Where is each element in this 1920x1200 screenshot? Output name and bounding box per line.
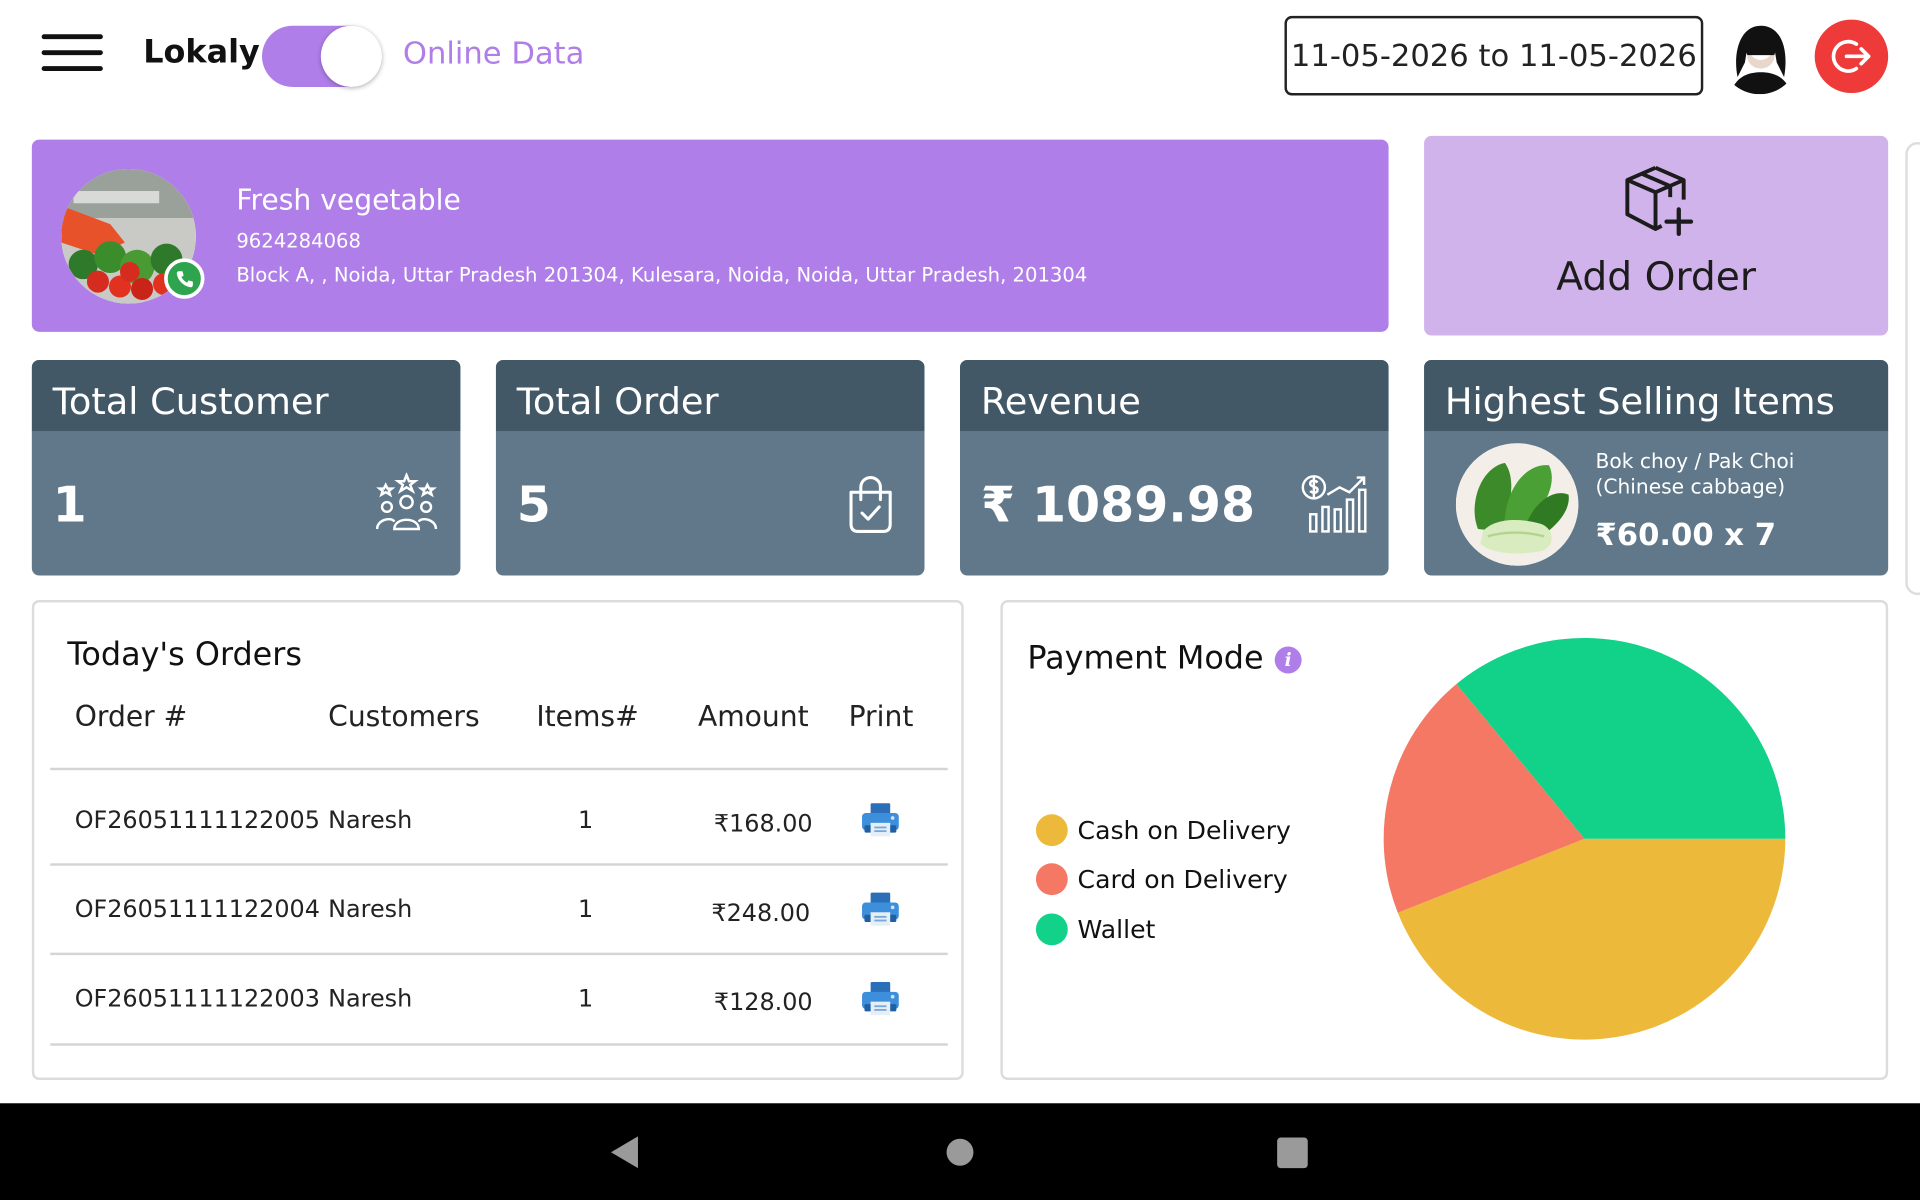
total-customer-title: Total Customer	[31, 360, 461, 432]
back-triangle-icon[interactable]	[609, 1134, 641, 1171]
total-customer-card: Total Customer 1	[31, 360, 461, 576]
order-number: OF26051111122004	[74, 895, 320, 924]
legend-item-wallet[interactable]: Wallet	[1035, 912, 1156, 946]
payment-mode-card: Payment Mode i Cash on Delivery Card on …	[1000, 600, 1889, 1081]
highest-selling-item-name: Bok choy / Pak Choi (Chinese cabbage)	[1595, 449, 1795, 499]
todays-orders-card: Today's Orders Order # Customers Items# …	[31, 600, 964, 1081]
user-avatar-icon	[1730, 25, 1792, 95]
row-divider	[50, 1043, 948, 1046]
items-count: 1	[577, 984, 594, 1013]
customers-group-icon	[375, 472, 438, 531]
pie-slice-card-on-delivery[interactable]	[1383, 684, 1585, 913]
row-divider	[50, 863, 948, 866]
column-order-number: Order #	[74, 701, 188, 734]
highest-selling-title: Highest Selling Items	[1424, 360, 1889, 432]
store-address: Block A, , Noida, Uttar Pradesh 201304, …	[236, 263, 1088, 287]
order-number: OF26051111122003	[74, 984, 320, 1013]
total-customer-value: 1	[52, 477, 87, 534]
customer-name: Naresh	[328, 805, 413, 834]
highest-selling-price: ₹60.00 x 7	[1595, 516, 1777, 553]
online-data-label: Online Data	[402, 35, 585, 72]
total-order-value: 5	[516, 477, 551, 534]
column-customers: Customers	[328, 701, 480, 734]
box-plus-icon	[1625, 165, 1694, 237]
bok-choy-image	[1455, 443, 1579, 566]
column-print: Print	[848, 701, 914, 734]
product-image	[1455, 443, 1579, 566]
logout-button[interactable]	[1814, 19, 1889, 94]
info-icon[interactable]: i	[1274, 646, 1302, 674]
order-number: OF26051111122005	[74, 805, 320, 834]
row-divider	[50, 952, 948, 956]
home-circle-icon[interactable]	[946, 1138, 974, 1166]
total-order-card: Total Order 5	[495, 360, 925, 576]
order-amount: ₹248.00	[711, 898, 811, 927]
items-count: 1	[577, 895, 594, 924]
recents-square-icon[interactable]	[1277, 1137, 1308, 1169]
shopping-bag-check-icon	[849, 476, 892, 533]
legend-dot	[1035, 814, 1068, 847]
total-order-title: Total Order	[495, 360, 925, 432]
date-range-picker[interactable]: 11-05-2026 to 11-05-2026	[1284, 15, 1704, 96]
order-amount: ₹168.00	[713, 809, 813, 838]
store-phone: 9624284068	[236, 228, 361, 253]
legend-dot	[1035, 913, 1068, 946]
highest-selling-card: Highest Selling Items Bok choy / Pak Cho…	[1424, 360, 1889, 576]
store-name: Fresh vegetable	[236, 184, 461, 217]
items-count: 1	[577, 805, 594, 834]
side-panel-edge	[1905, 142, 1920, 596]
printer-icon[interactable]	[860, 980, 902, 1019]
add-order-label: Add Order	[1556, 253, 1756, 301]
toggle-knob[interactable]	[320, 25, 383, 87]
payment-mode-title: Payment Mode	[1027, 640, 1264, 678]
revenue-value: ₹ 1089.98	[980, 477, 1256, 534]
store-info-card: Fresh vegetable 9624284068 Block A, , No…	[31, 139, 1389, 332]
customer-name: Naresh	[328, 984, 413, 1013]
order-amount: ₹128.00	[713, 988, 813, 1017]
phone-icon[interactable]	[164, 258, 205, 299]
header-divider	[50, 767, 948, 771]
legend-label: Card on Delivery	[1077, 864, 1288, 894]
phone-glyph	[176, 270, 193, 287]
pie-slice-wallet[interactable]	[1456, 637, 1786, 839]
system-navigation-bar	[0, 1103, 1920, 1200]
legend-label: Wallet	[1077, 914, 1156, 945]
brand-name: Lokaly	[143, 34, 260, 72]
printer-icon[interactable]	[860, 801, 902, 840]
pie-slice-cash-on-delivery[interactable]	[1397, 838, 1786, 1040]
store-image	[61, 168, 196, 304]
hamburger-menu-icon[interactable]	[41, 34, 103, 78]
add-order-button[interactable]: Add Order	[1424, 135, 1889, 336]
customer-name: Naresh	[328, 895, 413, 924]
avatar[interactable]	[1720, 15, 1799, 95]
column-items: Items#	[536, 701, 639, 734]
todays-orders-title: Today's Orders	[67, 636, 302, 674]
printer-icon[interactable]	[860, 890, 902, 929]
legend-item-cash[interactable]: Cash on Delivery	[1035, 813, 1291, 847]
vegetables-image	[61, 168, 196, 304]
legend-label: Cash on Delivery	[1077, 815, 1291, 845]
legend-dot	[1035, 863, 1068, 896]
revenue-card: Revenue ₹ 1089.98	[960, 360, 1389, 576]
logout-icon	[1831, 39, 1871, 73]
revenue-chart-icon	[1301, 475, 1367, 533]
revenue-title: Revenue	[960, 360, 1389, 432]
online-data-toggle[interactable]	[262, 25, 383, 87]
legend-item-card[interactable]: Card on Delivery	[1035, 862, 1288, 896]
column-amount: Amount	[697, 701, 809, 734]
payment-pie-chart	[1383, 637, 1786, 1040]
